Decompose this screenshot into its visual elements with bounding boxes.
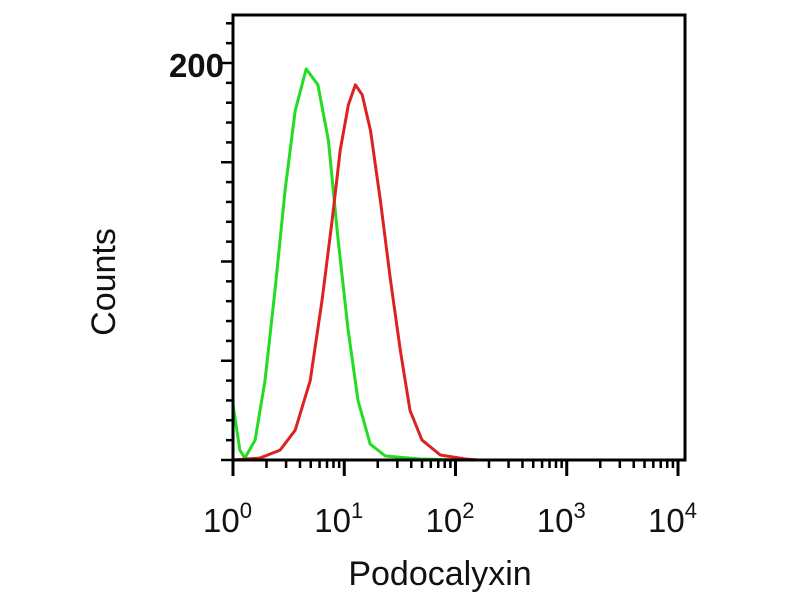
y-tick-label-200: 200 (169, 47, 224, 84)
x-tick-label-2: 102 (426, 498, 475, 539)
x-tick-label-3: 103 (537, 498, 586, 539)
x-tick-label-4: 104 (648, 498, 697, 539)
minor-ticks (221, 22, 233, 462)
y-axis-label: Counts (85, 228, 123, 336)
series-layer (231, 67, 479, 462)
plot-frame (231, 13, 687, 462)
series-line-0 (231, 67, 465, 462)
x-axis-label: Podocalyxin (348, 555, 531, 593)
x-tick-label-0: 100 (203, 498, 252, 539)
x-axis-ticks: 100 101 102 103 104 (203, 460, 697, 539)
x-tick-label-1: 101 (314, 498, 363, 539)
series-line-1 (232, 83, 479, 462)
